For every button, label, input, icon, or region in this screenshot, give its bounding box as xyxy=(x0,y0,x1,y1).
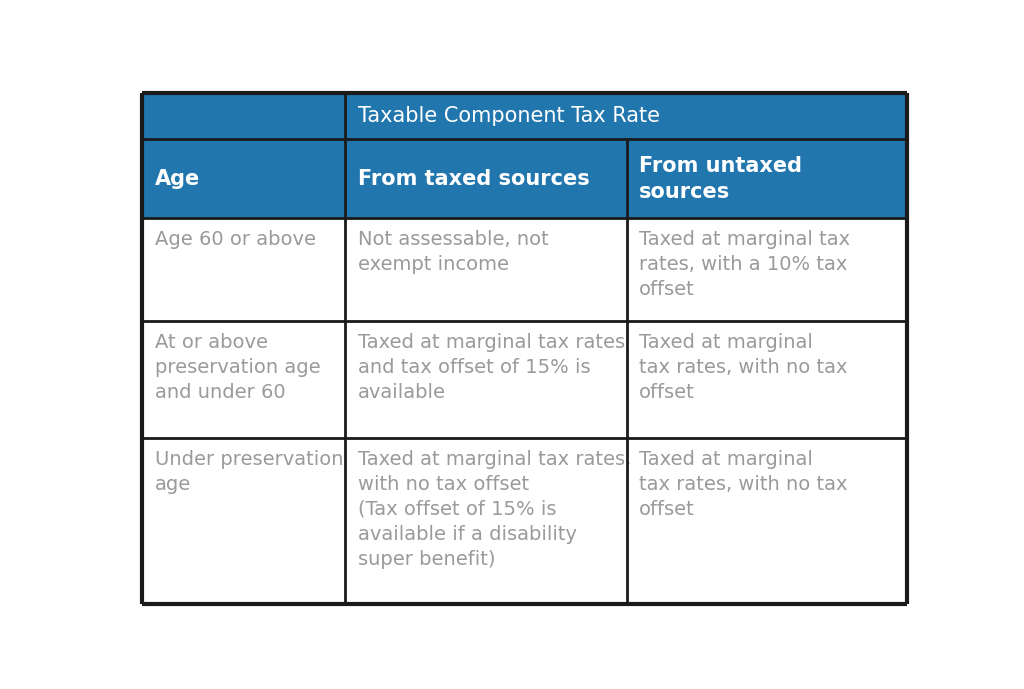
Bar xyxy=(345,139,627,218)
Text: From taxed sources: From taxed sources xyxy=(357,169,590,189)
Bar xyxy=(142,218,345,321)
Text: Taxed at marginal
tax rates, with no tax
offset: Taxed at marginal tax rates, with no tax… xyxy=(639,450,848,519)
Bar xyxy=(627,321,907,438)
Text: Under preservation
age: Under preservation age xyxy=(155,450,343,494)
Text: Age 60 or above: Age 60 or above xyxy=(155,230,316,249)
Text: Taxable Component Tax Rate: Taxable Component Tax Rate xyxy=(357,106,659,126)
Text: Not assessable, not
exempt income: Not assessable, not exempt income xyxy=(357,230,549,274)
Bar xyxy=(627,218,907,321)
Bar xyxy=(345,93,907,139)
Text: Taxed at marginal
tax rates, with no tax
offset: Taxed at marginal tax rates, with no tax… xyxy=(639,333,848,402)
Bar xyxy=(627,438,907,604)
Bar xyxy=(345,218,627,321)
Bar xyxy=(142,321,345,438)
Text: Taxed at marginal tax
rates, with a 10% tax
offset: Taxed at marginal tax rates, with a 10% … xyxy=(639,230,850,299)
Text: Age: Age xyxy=(155,169,201,189)
Bar xyxy=(345,438,627,604)
Bar xyxy=(627,139,907,218)
Bar xyxy=(142,93,345,139)
Bar xyxy=(142,139,345,218)
Bar xyxy=(142,438,345,604)
Text: At or above
preservation age
and under 60: At or above preservation age and under 6… xyxy=(155,333,321,402)
Text: Taxed at marginal tax rates,
with no tax offset
(Tax offset of 15% is
available : Taxed at marginal tax rates, with no tax… xyxy=(357,450,631,568)
Text: From untaxed
sources: From untaxed sources xyxy=(639,156,802,202)
Text: Taxed at marginal tax rates
and tax offset of 15% is
available: Taxed at marginal tax rates and tax offs… xyxy=(357,333,625,402)
Bar xyxy=(345,321,627,438)
